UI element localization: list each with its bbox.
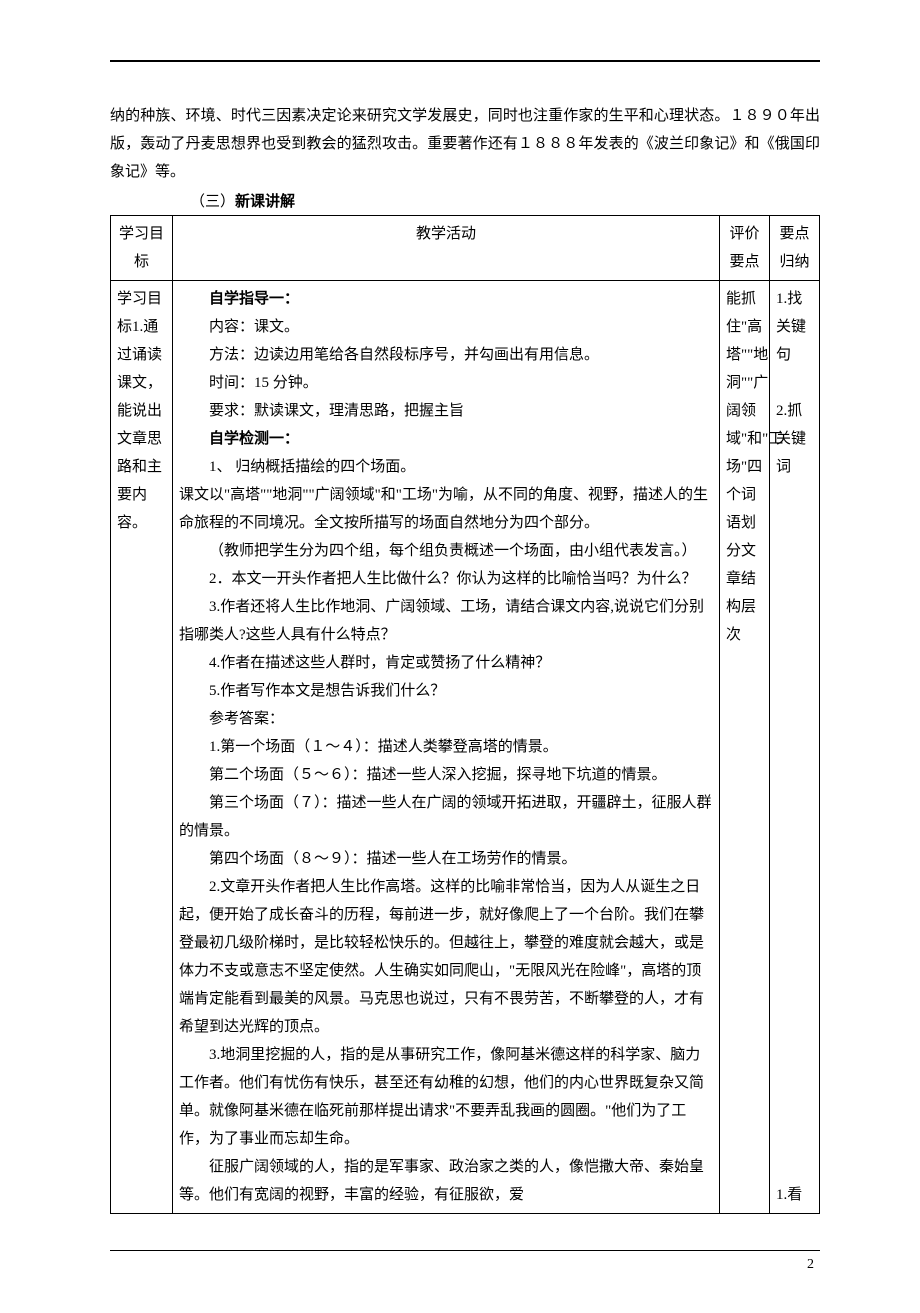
question-1: 1、 归纳概括描绘的四个场面。 [179, 453, 713, 481]
question-2: 2．本文一开头作者把人生比做什么？你认为这样的比喻恰当吗？为什么？ [179, 565, 713, 593]
key-top-text: 1.找关键句 2.抓关键词 [776, 285, 813, 481]
bottom-horizontal-rule [110, 1250, 820, 1251]
header-activity: 教学活动 [173, 216, 720, 281]
requirement-line: 要求：默读课文，理清思路，把握主旨 [179, 397, 713, 425]
lesson-table: 学习目标 教学活动 评价要点 要点归纳 学习目标1.通过诵读课文，能说出文章思路… [110, 215, 820, 1214]
paragraph-2: （教师把学生分为四个组，每个组负责概述一个场面，由小组代表发言。） [179, 537, 713, 565]
answers-heading: 参考答案： [179, 705, 713, 733]
question-5: 5.作者写作本文是想告诉我们什么？ [179, 677, 713, 705]
answer-1d: 第四个场面（８～９）：描述一些人在工场劳作的情景。 [179, 845, 713, 873]
answer-3a: 3.地洞里挖掘的人，指的是从事研究工作，像阿基米德这样的科学家、脑力工作者。他们… [179, 1041, 713, 1153]
section-heading: （三）新课讲解 [190, 190, 820, 211]
document-page: 纳的种族、环境、时代三因素决定论来研究文学发展史，同时也注重作家的生平和心理状态… [0, 0, 920, 1313]
section-number: （三） [190, 194, 235, 210]
self-check-heading: 自学检测一： [179, 425, 713, 453]
cell-activity: 自学指导一： 内容：课文。 方法：边读边用笔给各自然段标序号，并勾画出有用信息。… [173, 281, 720, 1214]
answer-1a: 1.第一个场面（１～４）：描述人类攀登高塔的情景。 [179, 733, 713, 761]
answer-3b: 征服广阔领域的人，指的是军事家、政治家之类的人，像恺撒大帝、秦始皇等。他们有宽阔… [179, 1153, 713, 1209]
page-number: 2 [110, 1257, 820, 1273]
time-line: 时间：15 分钟。 [179, 369, 713, 397]
method-line: 方法：边读边用笔给各自然段标序号，并勾画出有用信息。 [179, 341, 713, 369]
header-eval: 评价要点 [720, 216, 770, 281]
answer-1c: 第三个场面（７）：描述一些人在广阔的领域开拓进取，开疆辟土，征服人群的情景。 [179, 789, 713, 845]
activity-content: 自学指导一： 内容：课文。 方法：边读边用笔给各自然段标序号，并勾画出有用信息。… [179, 285, 713, 1209]
header-key: 要点归纳 [770, 216, 820, 281]
key-bottom-text: 1.看 [776, 1181, 813, 1209]
question-4: 4.作者在描述这些人群时，肯定或赞扬了什么精神？ [179, 649, 713, 677]
content-line: 内容：课文。 [179, 313, 713, 341]
question-3: 3.作者还将人生比作地洞、广阔领域、工场，请结合课文内容,说说它们分别指哪类人?… [179, 593, 713, 649]
cell-goal: 学习目标1.通过诵读课文，能说出文章思路和主要内容。 [111, 281, 173, 1214]
answer-2: 2.文章开头作者把人生比作高塔。这样的比喻非常恰当，因为人从诞生之日起，便开始了… [179, 873, 713, 1041]
self-study-guide-heading: 自学指导一： [179, 285, 713, 313]
intro-paragraph: 纳的种族、环境、时代三因素决定论来研究文学发展史，同时也注重作家的生平和心理状态… [110, 102, 820, 186]
cell-key: 1.找关键句 2.抓关键词 1.看 [770, 281, 820, 1214]
top-horizontal-rule [110, 60, 820, 62]
table-header-row: 学习目标 教学活动 评价要点 要点归纳 [111, 216, 820, 281]
header-goal: 学习目标 [111, 216, 173, 281]
cell-eval: 能抓住"高塔""地洞""广阔领域"和"工场"四个词语划分文章结构层次 [720, 281, 770, 1214]
table-row: 学习目标1.通过诵读课文，能说出文章思路和主要内容。 自学指导一： 内容：课文。… [111, 281, 820, 1214]
answer-1b: 第二个场面（５～６）：描述一些人深入挖掘，探寻地下坑道的情景。 [179, 761, 713, 789]
paragraph-1: 课文以"高塔""地洞""广阔领域"和"工场"为喻，从不同的角度、视野，描述人的生… [179, 481, 713, 537]
section-title-text: 新课讲解 [235, 194, 295, 210]
